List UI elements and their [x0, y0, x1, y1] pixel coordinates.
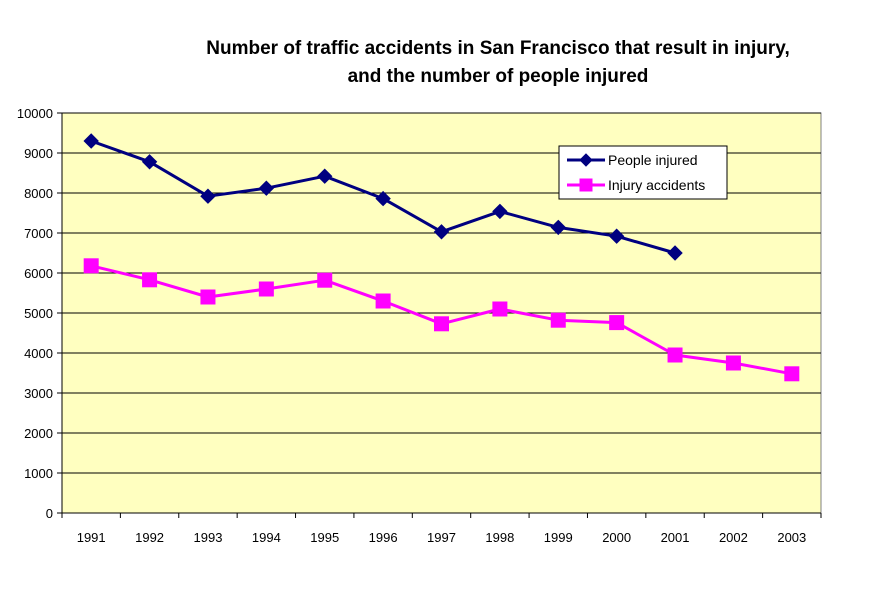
data-point-1991: [83, 133, 99, 149]
data-point-1995: [317, 168, 333, 184]
chart-title-line-1: Number of traffic accidents in San Franc…: [206, 38, 790, 59]
data-point-2000: [608, 228, 625, 244]
legend-people-injured-label: People injured: [608, 152, 698, 168]
data-point-1992: [141, 154, 158, 170]
data-point-1999: [550, 312, 566, 328]
y-tick-label: 6000: [24, 266, 53, 281]
x-tick-label-2001: 2001: [661, 530, 690, 545]
data-point-1993: [200, 188, 216, 204]
y-tick-label: 2000: [24, 426, 53, 441]
data-point-2003: [784, 366, 800, 382]
series-injury-accidents: [83, 258, 800, 382]
y-tick-label: 10000: [17, 106, 53, 121]
data-point-1996: [375, 293, 391, 309]
data-point-1995: [317, 272, 333, 288]
data-point-1999: [550, 219, 566, 236]
chart-title-line-2: and the number of people injured: [348, 66, 649, 87]
data-point-1994: [258, 180, 275, 196]
x-tick-label-1997: 1997: [427, 530, 456, 545]
x-tick-label-1996: 1996: [369, 530, 398, 545]
series-people-injured: [83, 133, 683, 261]
data-point-1993: [200, 289, 216, 305]
y-tick-label: 7000: [24, 226, 53, 241]
series: [83, 133, 800, 382]
y-tick-label: 1000: [24, 466, 53, 481]
data-point-2001: [667, 347, 683, 363]
x-tick-label-1992: 1992: [135, 530, 164, 545]
x-tick-label-2000: 2000: [602, 530, 631, 545]
data-point-1997: [433, 224, 450, 240]
y-tick-label: 8000: [24, 186, 53, 201]
y-tick-label: 9000: [24, 146, 53, 161]
data-point-2002: [725, 355, 741, 371]
legend-people-injured-marker: [579, 153, 593, 167]
x-tick-label-2003: 2003: [777, 530, 806, 545]
data-point-1994: [258, 281, 274, 297]
data-point-1996: [375, 190, 391, 207]
legend-injury-accidents-marker: [579, 178, 593, 192]
x-tick-label-1991: 1991: [77, 530, 106, 545]
x-tick-label-1999: 1999: [544, 530, 573, 545]
data-point-1992: [142, 272, 158, 288]
x-tick-label-2002: 2002: [719, 530, 748, 545]
data-point-1998: [492, 203, 508, 220]
gridlines: [62, 112, 821, 474]
x-tick-label-1994: 1994: [252, 530, 281, 545]
data-point-1991: [83, 258, 99, 274]
data-point-1997: [434, 316, 449, 332]
y-tick-label: 0: [46, 506, 53, 521]
data-point-2000: [609, 315, 625, 331]
data-point-2001: [667, 245, 683, 261]
legend-injury-accidents-label: Injury accidents: [608, 177, 705, 193]
x-tick-label-1993: 1993: [194, 530, 223, 545]
axes: 0 1000 2000 3000 4000 5000 6000 7000 8000 9000 100…: [17, 106, 822, 545]
y-tick-label: 5000: [24, 306, 53, 321]
y-tick-label: 3000: [24, 386, 53, 401]
legend: People injured Injury accidents: [558, 145, 728, 200]
x-tick-label-1995: 1995: [310, 530, 339, 545]
x-tick-label-1998: 1998: [485, 530, 514, 545]
data-point-1998: [492, 301, 508, 317]
y-tick-label: 4000: [24, 346, 53, 361]
